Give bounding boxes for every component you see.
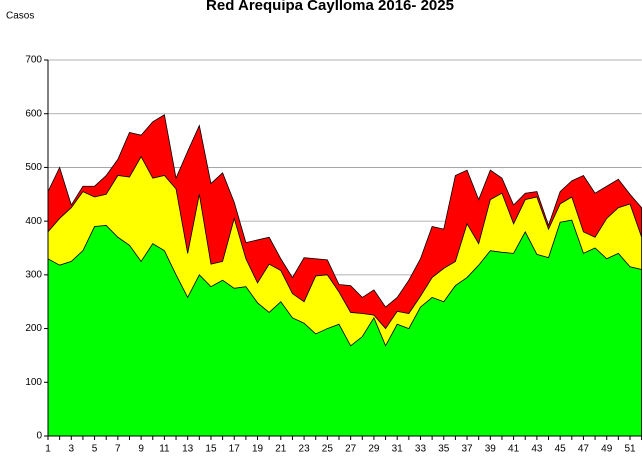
x-tick-label: 33 xyxy=(415,444,427,455)
x-tick-label: 47 xyxy=(578,444,590,455)
x-tick-label: 39 xyxy=(485,444,497,455)
x-tick-label: 11 xyxy=(159,444,170,455)
y-tick-label: 200 xyxy=(25,323,42,334)
x-tick-label: 37 xyxy=(461,444,473,455)
x-tick-label: 29 xyxy=(368,444,380,455)
x-tick-label: 31 xyxy=(392,444,404,455)
y-axis-label: Casos xyxy=(6,11,34,22)
x-tick-label: 3 xyxy=(68,444,74,455)
x-tick-label: 43 xyxy=(531,444,543,455)
x-tick-label: 5 xyxy=(92,444,98,455)
y-tick-label: 0 xyxy=(36,431,42,442)
x-tick-label: 49 xyxy=(601,444,613,455)
x-tick-label: 27 xyxy=(345,444,357,455)
y-tick-label: 500 xyxy=(25,162,42,173)
x-tick-label: 19 xyxy=(252,444,264,455)
x-tick-label: 23 xyxy=(299,444,311,455)
x-tick-label: 9 xyxy=(138,444,144,455)
chart-title: Red Arequipa Caylloma 2016- 2025 xyxy=(206,0,454,14)
y-tick-label: 300 xyxy=(25,269,42,280)
y-tick-label: 600 xyxy=(25,108,42,119)
x-tick-label: 21 xyxy=(275,444,287,455)
y-tick-label: 100 xyxy=(25,377,42,388)
x-tick-label: 45 xyxy=(555,444,567,455)
y-tick-label: 700 xyxy=(25,55,42,66)
x-tick-label: 7 xyxy=(115,444,121,455)
x-tick-label: 17 xyxy=(229,444,241,455)
x-tick-label: 25 xyxy=(322,444,334,455)
x-tick-label: 35 xyxy=(438,444,450,455)
x-tick-label: 41 xyxy=(508,444,520,455)
area xyxy=(47,219,642,437)
y-tick-label: 400 xyxy=(25,216,42,227)
x-tick-label: 13 xyxy=(182,444,194,455)
x-tick-label: 51 xyxy=(624,444,636,455)
x-tick-label: 15 xyxy=(205,444,217,455)
x-tick-label: 1 xyxy=(45,444,51,455)
